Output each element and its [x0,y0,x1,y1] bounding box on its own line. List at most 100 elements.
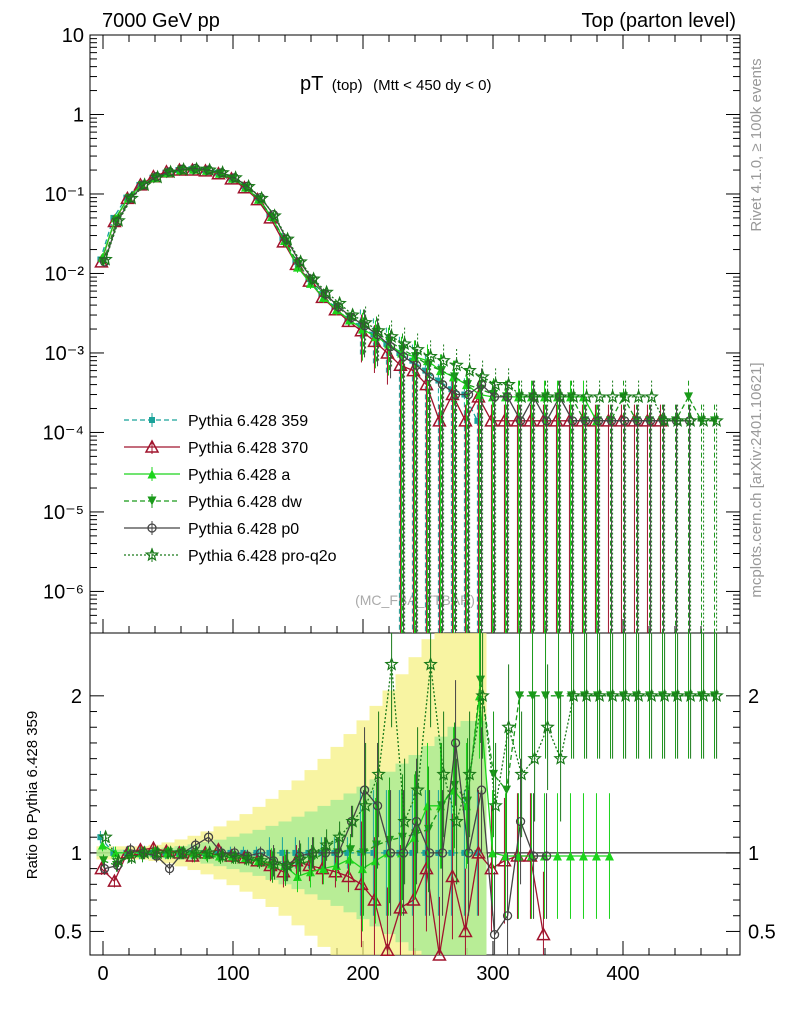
ratio-data-point [107,873,122,887]
ratio-data-point [631,688,646,703]
lower-series-5 [98,633,724,885]
lower-tick-label-left: 2 [71,686,82,708]
ratio-data-point [372,840,382,850]
ratio-data-point [202,845,217,860]
ratio-data-point [487,848,497,858]
ratio-data-point [565,851,575,861]
upper-data-point [202,162,217,177]
upper-data-point [632,416,643,426]
upper-data-point [463,380,473,390]
rivet-label: Rivet 4.1.0, ≥ 100k events [748,58,765,231]
ratio-data-point [254,853,269,867]
title-sub: (top) [332,77,363,94]
ratio-data-point [458,923,473,938]
upper-tick-label: 1 [73,104,84,126]
ratio-data-point [449,813,464,828]
upper-series-line [104,168,717,422]
upper-data-point [657,413,672,428]
ratio-ylabel: Ratio to Pythia 6.428 359 [24,711,41,879]
legend-marker [144,439,160,453]
ratio-data-point [98,829,113,844]
ratio-data-point [527,751,542,765]
ratio-data-point [579,688,594,703]
ratio-data-point [216,848,227,858]
upper-data-point [514,389,529,404]
upper-series-line [99,168,478,422]
ratio-data-point [358,798,373,812]
upper-data-point [150,169,165,184]
upper-data-point [527,389,542,404]
ratio-data-point [541,851,552,861]
ratio-data-point [357,849,364,856]
upper-data-point [437,366,447,376]
upper-data-point [670,413,685,428]
upper-series-5 [98,161,724,633]
ratio-data-point [474,849,481,856]
legend-marker [147,523,157,533]
upper-tick-label: 10⁻⁶ [43,581,84,603]
upper-data-point [384,329,399,343]
ratio-data-point [267,856,282,871]
ratio-data-point [501,719,516,734]
legend-label: Pythia 6.428 a [188,467,290,484]
ratio-data-point [437,848,448,858]
ratio-data-point [359,785,370,795]
ratio-data-point [515,691,525,701]
upper-tick-label: 10⁻⁵ [43,502,84,524]
upper-data-point [385,342,396,352]
ratio-data-point [203,832,214,842]
lower-series-4 [99,680,552,955]
ratio-data-point [137,845,152,860]
ratio-data-point [605,688,620,703]
ratio-data-point [644,688,659,703]
ratio-data-point [242,851,253,861]
ratio-data-point [344,849,351,856]
upper-data-point [450,389,461,400]
ratio-data-point [332,829,347,844]
upper-data-point [397,336,412,351]
upper-data-point [163,164,178,179]
ratio-data-point [345,813,360,828]
upper-data-point [293,254,308,269]
ratio-data-point [306,845,321,860]
upper-data-point [435,377,442,384]
upper-data-point [462,362,477,377]
ratio-data-point [292,849,299,856]
upper-data-point [696,413,711,428]
upper-data-point [411,360,422,370]
x-tick-label: 200 [346,963,379,985]
ratio-data-point [536,927,551,941]
upper-data-point [371,323,386,338]
upper-tick-label: 10⁻⁴ [43,422,84,444]
ratio-data-point [540,719,555,734]
ratio-data-point [410,782,425,797]
title-main: pT [300,73,323,95]
ratio-data-point [344,854,354,864]
ratio-data-point [99,863,110,874]
ratio-data-point [489,929,500,940]
ratio-data-point [241,851,256,866]
legend-label: Pythia 6.428 370 [188,440,308,457]
upper-data-point [424,372,435,382]
ratio-data-point [328,864,343,878]
ratio-data-point [566,688,581,703]
ratio-data-point [450,738,461,748]
upper-data-point [332,295,347,310]
upper-data-point [215,165,230,179]
upper-series-2 [97,164,601,633]
upper-data-point [683,413,698,428]
ratio-data-point [268,856,279,866]
ratio-data-point [657,688,672,703]
upper-data-point [280,231,295,246]
ratio-data-point [445,868,460,883]
upper-data-point [593,416,604,426]
upper-data-point [410,342,425,356]
upper-data-point [292,262,302,272]
upper-data-point [489,392,500,402]
upper-data-point [267,208,282,223]
legend-label: Pythia 6.428 dw [188,494,302,511]
ratio-data-point [110,848,120,858]
upper-data-point [423,348,438,363]
ratio-data-point [228,849,243,864]
